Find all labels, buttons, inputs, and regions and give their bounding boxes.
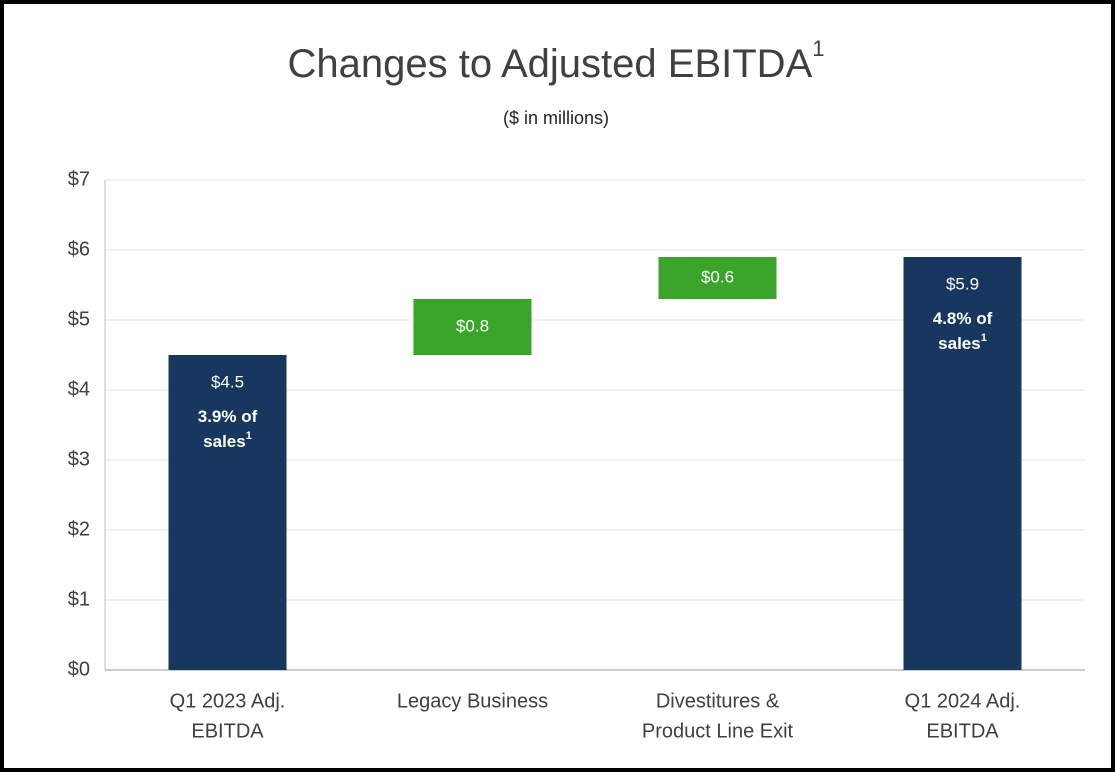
data-label: $5.9 xyxy=(946,274,979,293)
bar-note-text: 3.9% of xyxy=(198,407,258,426)
x-tick-label: EBITDA xyxy=(191,720,264,742)
bar xyxy=(658,257,777,299)
x-tick-label: Q1 2023 Adj. xyxy=(170,690,286,712)
bar-note-superscript: 1 xyxy=(246,430,252,442)
y-tick-label: $0 xyxy=(68,658,90,680)
bar-note: sales1 xyxy=(938,332,987,354)
x-tick-label: EBITDA xyxy=(926,720,999,742)
bar-note: 3.9% of xyxy=(198,407,258,426)
bar-note-text: sales xyxy=(203,432,246,451)
title-text: Changes to Adjusted EBITDA xyxy=(288,42,813,86)
bar xyxy=(903,257,1022,670)
x-tick-label: Legacy Business xyxy=(397,690,548,712)
y-tick-label: $2 xyxy=(68,518,90,540)
x-tick-label: Product Line Exit xyxy=(642,720,794,742)
bar-note-text: sales xyxy=(938,334,981,353)
data-label: $0.6 xyxy=(701,267,734,286)
data-label: $4.5 xyxy=(211,372,244,391)
bar-note: 4.8% of xyxy=(933,309,993,328)
chart-subtitle: ($ in millions) xyxy=(503,108,609,128)
bar-note: sales1 xyxy=(203,430,252,452)
title-superscript: 1 xyxy=(812,36,824,61)
y-tick-label: $3 xyxy=(68,448,90,470)
y-tick-label: $7 xyxy=(68,168,90,190)
bar xyxy=(168,355,287,670)
x-tick-label: Q1 2024 Adj. xyxy=(905,690,1021,712)
bar-note-text: 4.8% of xyxy=(933,309,993,328)
bar-note-superscript: 1 xyxy=(981,332,987,344)
y-tick-label: $4 xyxy=(68,378,90,400)
x-tick-label: Divestitures & xyxy=(656,690,780,712)
chart-title: Changes to Adjusted EBITDA1 xyxy=(288,36,825,86)
y-tick-label: $6 xyxy=(68,238,90,260)
y-tick-label: $1 xyxy=(68,588,90,610)
y-tick-label: $5 xyxy=(68,308,90,330)
bar xyxy=(413,299,532,355)
data-label: $0.8 xyxy=(456,316,489,335)
